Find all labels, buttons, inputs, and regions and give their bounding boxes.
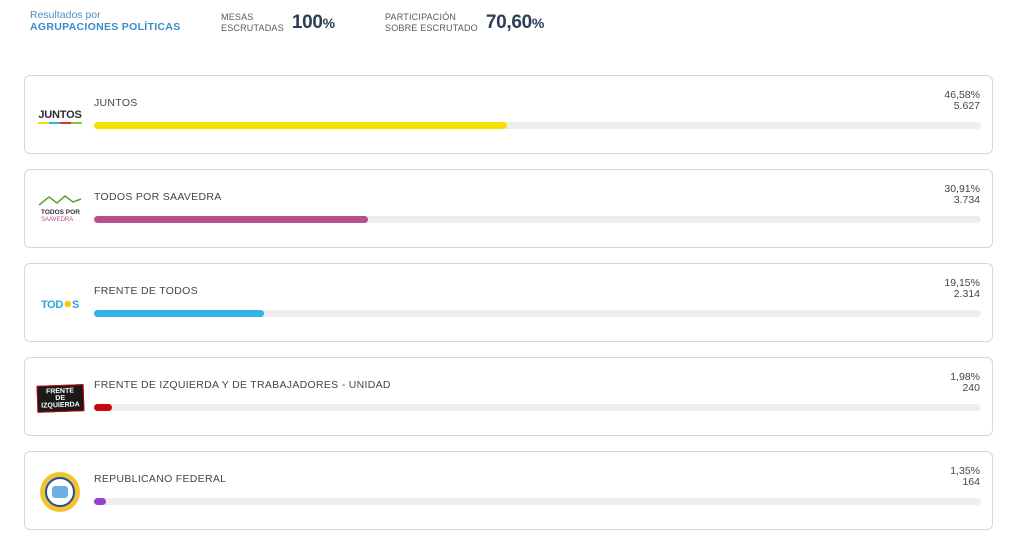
mesas-label: MESAS ESCRUTADAS	[221, 12, 284, 34]
party-card-todos-por-saavedra[interactable]: TODOS POR SAAVEDRA TODOS POR SAAVEDRA 30…	[24, 169, 993, 248]
vote-share-bar-fill	[94, 122, 508, 129]
party-name: TODOS POR SAAVEDRA	[94, 191, 222, 203]
vote-share-bar-track	[94, 310, 981, 317]
participacion-label: PARTICIPACIÓN SOBRE ESCRUTADO	[385, 12, 478, 34]
svg-text:SAAVEDRA: SAAVEDRA	[41, 217, 73, 223]
party-name: FRENTE DE IZQUIERDA Y DE TRABAJADORES - …	[94, 379, 391, 391]
participacion-value-number: 70,60	[485, 12, 532, 33]
mesas-label-line2: ESCRUTADAS	[221, 23, 284, 33]
party-votes: 164	[962, 476, 980, 488]
party-name: FRENTE DE TODOS	[94, 285, 198, 297]
party-percent: 30,91%	[944, 183, 980, 195]
party-votes: 2.314	[953, 288, 980, 300]
mesas-escrutadas-stat: MESAS ESCRUTADAS 100%	[221, 12, 335, 34]
party-votes: 5.627	[953, 100, 980, 112]
participacion-label-line2: SOBRE ESCRUTADO	[385, 23, 478, 33]
juntos-logo-text: JUNTOS	[38, 108, 82, 121]
party-results: 46,58% 5.627	[944, 90, 980, 112]
results-header: Resultados por AGRUPACIONES POLÍTICAS ME…	[0, 0, 1024, 48]
party-percent: 46,58%	[944, 89, 980, 101]
participacion-label-line1: PARTICIPACIÓN	[385, 12, 457, 22]
party-name: JUNTOS	[94, 97, 138, 109]
todos-logo-text: TOD✹S	[40, 298, 80, 311]
todos-por-saavedra-logo: TODOS POR SAAVEDRA	[37, 190, 83, 230]
party-results-list: JUNTOS JUNTOS 46,58% 5.627 TODOS POR SAA…	[24, 75, 993, 545]
mesas-value-number: 100	[291, 12, 323, 33]
fit-logo-badge: FRENTE DE IZQUIERDA	[36, 383, 84, 413]
party-card-juntos[interactable]: JUNTOS JUNTOS 46,58% 5.627	[24, 75, 993, 154]
juntos-logo: JUNTOS	[37, 96, 83, 136]
vote-share-bar-fill	[94, 404, 112, 411]
vote-share-bar-track	[94, 404, 981, 411]
juntos-logo-stripe	[38, 121, 82, 124]
party-results: 1,35% 164	[950, 466, 980, 488]
mesas-value-unit: %	[322, 15, 335, 31]
mesas-value: 100%	[292, 12, 335, 34]
party-results: 30,91% 3.734	[944, 184, 980, 206]
vote-share-bar-fill	[94, 216, 369, 223]
party-card-frente-de-todos[interactable]: TOD✹S FRENTE DE TODOS 19,15% 2.314	[24, 263, 993, 342]
frente-de-izquierda-logo: FRENTE DE IZQUIERDA	[36, 378, 84, 418]
party-card-frente-de-izquierda[interactable]: FRENTE DE IZQUIERDA FRENTE DE IZQUIERDA Y…	[24, 357, 993, 436]
results-title-line1: Resultados por	[30, 9, 101, 21]
mesas-label-line1: MESAS	[221, 12, 254, 22]
participacion-value-unit: %	[531, 15, 545, 31]
vote-share-bar-track	[94, 498, 981, 505]
party-card-republicano-federal[interactable]: REPUBLICANO FEDERAL 1,35% 164	[24, 451, 993, 530]
participacion-stat: PARTICIPACIÓN SOBRE ESCRUTADO 70,60%	[385, 12, 544, 34]
party-percent: 1,98%	[950, 371, 980, 383]
vote-share-bar-fill	[94, 498, 106, 505]
party-percent: 1,35%	[950, 465, 980, 477]
republicano-federal-logo	[37, 472, 83, 512]
svg-text:TODOS POR: TODOS POR	[41, 209, 80, 216]
results-title-line2: AGRUPACIONES POLÍTICAS	[30, 21, 181, 33]
participacion-value: 70,60%	[485, 12, 545, 34]
party-votes: 3.734	[953, 194, 980, 206]
republicano-federal-seal-icon	[40, 472, 80, 512]
mountain-icon: TODOS POR SAAVEDRA	[38, 195, 82, 223]
sun-icon: ✹	[63, 298, 72, 311]
party-votes: 240	[962, 382, 980, 394]
party-name: REPUBLICANO FEDERAL	[94, 473, 227, 485]
party-percent: 19,15%	[944, 277, 980, 289]
party-results: 1,98% 240	[950, 372, 980, 394]
vote-share-bar-track	[94, 122, 981, 129]
vote-share-bar-track	[94, 216, 981, 223]
results-title: Resultados por AGRUPACIONES POLÍTICAS	[30, 10, 181, 33]
party-results: 19,15% 2.314	[944, 278, 980, 300]
frente-de-todos-logo: TOD✹S	[37, 284, 83, 324]
vote-share-bar-fill	[94, 310, 264, 317]
